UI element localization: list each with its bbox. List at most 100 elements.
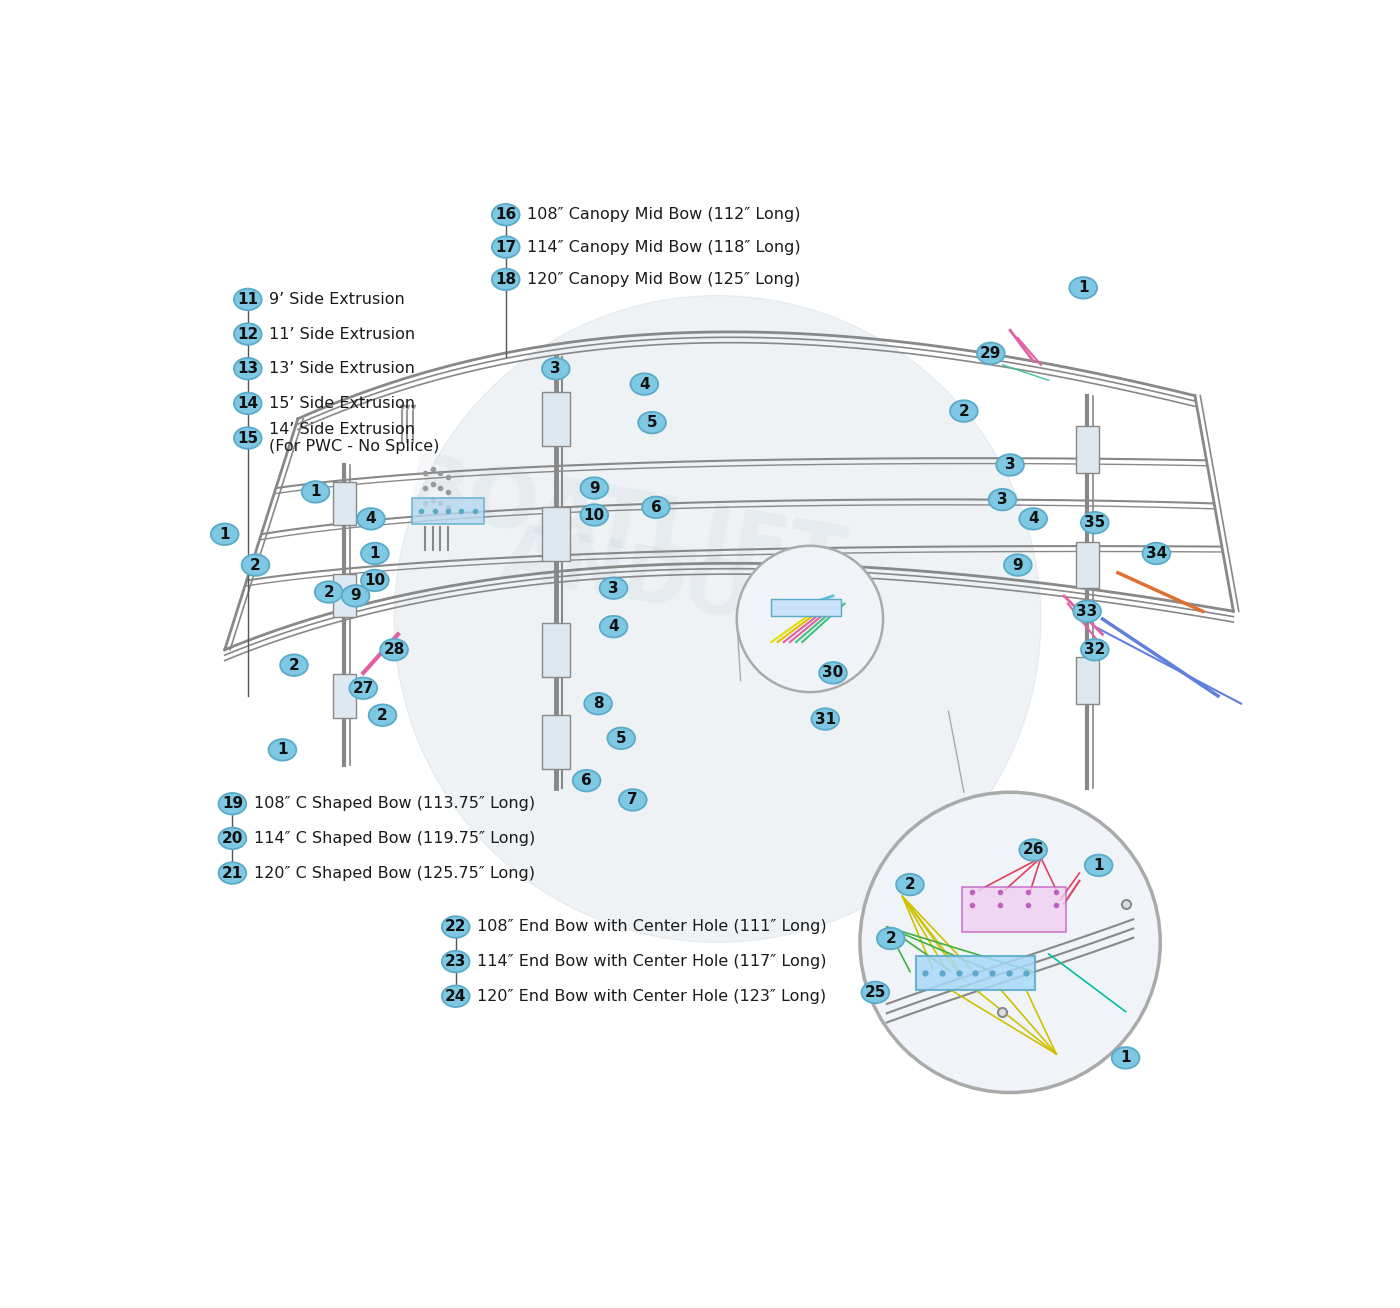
FancyBboxPatch shape <box>542 715 570 769</box>
Text: 29: 29 <box>980 345 1001 361</box>
Text: 120″ Canopy Mid Bow (125″ Long): 120″ Canopy Mid Bow (125″ Long) <box>528 272 801 286</box>
Text: 108″ End Bow with Center Hole (111″ Long): 108″ End Bow with Center Hole (111″ Long… <box>477 920 827 934</box>
Text: 13: 13 <box>237 361 259 377</box>
Ellipse shape <box>381 640 407 661</box>
Text: 1: 1 <box>1093 858 1105 872</box>
Text: 17: 17 <box>496 239 517 255</box>
Text: 2: 2 <box>288 658 300 672</box>
Ellipse shape <box>819 662 847 684</box>
Ellipse shape <box>643 497 669 518</box>
Text: 6: 6 <box>651 500 661 515</box>
Text: 15: 15 <box>237 430 259 446</box>
Ellipse shape <box>599 577 627 599</box>
Ellipse shape <box>302 481 329 502</box>
Ellipse shape <box>1070 277 1098 298</box>
Ellipse shape <box>1019 840 1047 861</box>
Ellipse shape <box>630 373 658 395</box>
Ellipse shape <box>234 428 262 449</box>
Ellipse shape <box>1081 640 1109 661</box>
Ellipse shape <box>442 916 469 938</box>
Text: 35: 35 <box>1084 515 1106 530</box>
Text: BOATLIFT: BOATLIFT <box>399 449 851 606</box>
Text: 21: 21 <box>221 866 244 880</box>
Text: 32: 32 <box>1084 642 1106 657</box>
FancyBboxPatch shape <box>542 392 570 446</box>
Ellipse shape <box>581 504 608 526</box>
Text: 2: 2 <box>885 931 896 946</box>
Ellipse shape <box>1142 543 1170 564</box>
Text: 1: 1 <box>1078 280 1089 296</box>
Text: 1: 1 <box>277 743 288 757</box>
Ellipse shape <box>1074 600 1100 623</box>
FancyBboxPatch shape <box>1075 426 1099 472</box>
FancyBboxPatch shape <box>412 498 484 525</box>
Text: 26: 26 <box>1022 842 1044 858</box>
FancyBboxPatch shape <box>916 956 1035 990</box>
Ellipse shape <box>242 555 269 576</box>
Text: 12: 12 <box>237 327 259 341</box>
Text: 9: 9 <box>350 589 361 603</box>
Ellipse shape <box>361 543 389 564</box>
FancyBboxPatch shape <box>333 574 356 617</box>
Ellipse shape <box>234 323 262 345</box>
Ellipse shape <box>361 570 389 591</box>
Circle shape <box>860 793 1161 1092</box>
Text: 5: 5 <box>647 415 658 430</box>
Text: 18: 18 <box>496 272 517 286</box>
Ellipse shape <box>896 874 924 896</box>
Text: 11’ Side Extrusion: 11’ Side Extrusion <box>269 327 416 341</box>
Text: 3: 3 <box>1005 458 1015 472</box>
Ellipse shape <box>442 951 469 972</box>
Text: 3: 3 <box>608 581 619 595</box>
Text: 27: 27 <box>353 680 374 696</box>
Text: 16: 16 <box>496 207 517 222</box>
FancyBboxPatch shape <box>542 508 570 561</box>
Ellipse shape <box>599 616 627 637</box>
FancyBboxPatch shape <box>333 481 356 525</box>
Ellipse shape <box>1085 854 1113 876</box>
Ellipse shape <box>442 985 469 1007</box>
FancyBboxPatch shape <box>1075 542 1099 589</box>
Text: 3: 3 <box>550 361 561 377</box>
Text: 19: 19 <box>221 797 244 811</box>
Ellipse shape <box>218 828 246 849</box>
Text: 9: 9 <box>589 480 599 496</box>
Text: 4: 4 <box>638 377 650 391</box>
Text: 22: 22 <box>445 920 466 934</box>
Text: 4: 4 <box>365 511 377 526</box>
Text: 114″ End Bow with Center Hole (117″ Long): 114″ End Bow with Center Hole (117″ Long… <box>477 954 827 969</box>
Ellipse shape <box>542 358 570 379</box>
Ellipse shape <box>234 358 262 379</box>
Text: 31: 31 <box>815 712 836 726</box>
Ellipse shape <box>491 237 519 258</box>
Ellipse shape <box>1112 1048 1140 1069</box>
Text: 28: 28 <box>384 642 405 657</box>
Text: 1: 1 <box>220 527 230 542</box>
Text: 20: 20 <box>221 831 244 846</box>
Text: 6: 6 <box>581 773 592 789</box>
Text: 7: 7 <box>627 793 638 807</box>
Text: 11: 11 <box>238 292 258 307</box>
Text: 34: 34 <box>1145 545 1168 561</box>
Ellipse shape <box>218 793 246 815</box>
Ellipse shape <box>812 708 839 730</box>
Text: 2: 2 <box>959 404 969 419</box>
Ellipse shape <box>234 392 262 415</box>
Text: 23: 23 <box>445 954 466 969</box>
Ellipse shape <box>988 489 1016 510</box>
Ellipse shape <box>269 739 297 761</box>
Text: 15’ Side Extrusion: 15’ Side Extrusion <box>269 396 416 411</box>
Circle shape <box>736 545 883 692</box>
Text: 8: 8 <box>592 696 603 712</box>
Text: 1: 1 <box>1120 1050 1131 1065</box>
Text: 114″ C Shaped Bow (119.75″ Long): 114″ C Shaped Bow (119.75″ Long) <box>253 831 535 846</box>
Text: 14’ Side Extrusion
(For PWC - No Splice): 14’ Side Extrusion (For PWC - No Splice) <box>269 421 440 454</box>
FancyBboxPatch shape <box>1075 658 1099 704</box>
Ellipse shape <box>861 981 889 1003</box>
Text: 14: 14 <box>237 396 259 411</box>
Ellipse shape <box>357 508 385 530</box>
Ellipse shape <box>581 477 608 498</box>
Ellipse shape <box>491 268 519 290</box>
Text: 9’ Side Extrusion: 9’ Side Extrusion <box>269 292 405 307</box>
Ellipse shape <box>350 678 377 698</box>
